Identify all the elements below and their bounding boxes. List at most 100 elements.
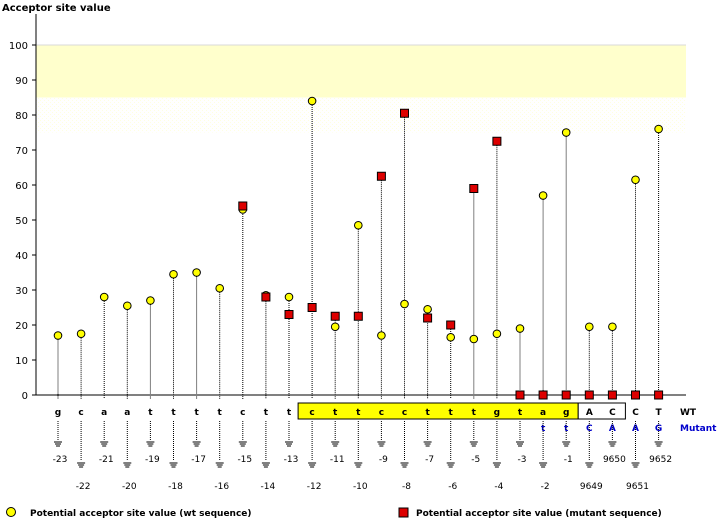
position-label: -19	[145, 455, 160, 465]
wt-point	[215, 283, 224, 293]
mutated-region-box	[297, 402, 579, 420]
y-axis: 0 10 20 30 40 50 60 70 80 90 100	[9, 14, 37, 402]
wt-base: t	[218, 408, 223, 418]
mutant-point	[261, 292, 271, 302]
wt-base: g	[55, 408, 61, 418]
wt-base: c	[402, 408, 407, 418]
wt-point	[446, 332, 456, 342]
mutant-point	[307, 303, 317, 312]
position-label: -6	[448, 482, 457, 492]
wt-point	[354, 220, 363, 230]
position-label: -9	[379, 455, 388, 465]
y-tick-label: 0	[22, 391, 28, 402]
position-label: -7	[425, 455, 434, 465]
wt-base: t	[148, 408, 153, 418]
mutant-point	[631, 390, 640, 400]
y-tick-label: 70	[15, 146, 28, 157]
wt-base: T	[656, 408, 663, 418]
wt-point	[423, 304, 432, 314]
highlight-band-dotted	[36, 97, 686, 133]
sequence-track: gcaattttcttcttcctttgtatgtACCACATGWTMutan…	[55, 402, 717, 434]
stems	[57, 101, 660, 399]
position-label: -3	[518, 455, 527, 465]
mutant-point	[584, 390, 594, 400]
wt-row-label: WT	[680, 408, 697, 418]
position-label: 9652	[649, 455, 672, 465]
wt-base: a	[540, 408, 546, 418]
wt-point	[76, 329, 86, 339]
wt-point	[99, 292, 109, 302]
wt-base: t	[472, 408, 477, 418]
y-tick-label: 80	[15, 111, 28, 122]
wt-base: c	[379, 408, 384, 418]
wt-point	[123, 301, 132, 311]
wt-point	[192, 268, 201, 277]
mutant-point	[469, 184, 479, 193]
position-label: -1	[564, 455, 573, 465]
wt-point	[585, 322, 594, 332]
position-label: -17	[191, 455, 206, 465]
wt-point	[469, 334, 479, 344]
wt-point	[330, 322, 340, 332]
mutant-point	[515, 390, 525, 400]
mutant-point	[400, 108, 409, 118]
wt-base: t	[287, 408, 292, 418]
position-label: -21	[99, 455, 114, 465]
position-label: -8	[402, 482, 411, 492]
legend-wt-marker	[6, 507, 16, 517]
y-axis-title: Acceptor site value	[2, 3, 111, 14]
wt-base: C	[609, 408, 616, 418]
y-tick-label: 50	[15, 216, 28, 227]
highlight-band-solid	[36, 45, 686, 98]
wt-point	[631, 175, 640, 185]
position-label: 9649	[580, 482, 603, 492]
position-label: -12	[307, 482, 322, 492]
position-label: 9651	[626, 482, 649, 492]
reference-lines	[36, 44, 686, 396]
wt-base: c	[78, 408, 83, 418]
wt-base: t	[264, 408, 269, 418]
mutant-point	[654, 390, 664, 400]
legend-mutant-label: Potential acceptor site value (mutant se…	[416, 509, 662, 519]
wt-base: g	[563, 408, 569, 418]
position-label: -22	[76, 482, 91, 492]
position-label: -15	[237, 455, 252, 465]
wt-point	[169, 269, 178, 279]
position-label: -20	[122, 482, 137, 492]
position-label: -5	[471, 455, 480, 465]
y-tick-label: 10	[15, 356, 28, 367]
y-tick-label: 30	[15, 286, 28, 297]
highlight-band-layer	[36, 45, 686, 133]
wt-base: c	[240, 408, 245, 418]
wt-base: g	[494, 408, 500, 418]
position-label: -14	[261, 482, 276, 492]
y-tick-label: 20	[15, 321, 28, 332]
wt-base: t	[356, 408, 361, 418]
position-label: -11	[330, 455, 345, 465]
y-tick-label: 90	[15, 76, 28, 87]
wt-point	[307, 96, 317, 106]
wt-base: a	[124, 408, 130, 418]
y-tick-label: 100	[9, 41, 28, 52]
wt-base: t	[518, 408, 523, 418]
wt-point	[608, 322, 617, 332]
position-markers: -23 -22 -21 -20 -19 -18 -17 -16 -15 -14 -13 -12 -11 -…	[53, 421, 672, 492]
wt-base: t	[449, 408, 454, 418]
wt-point	[53, 331, 63, 340]
wt-point	[561, 128, 571, 137]
mutant-point	[561, 390, 571, 400]
wt-point	[538, 191, 548, 200]
mutant-point	[353, 311, 363, 321]
wt-point	[400, 299, 409, 309]
wt-point	[492, 329, 502, 339]
legend: Potential acceptor site value (wt sequen…	[6, 507, 662, 519]
y-tick-label: 60	[15, 181, 28, 192]
position-label: -16	[214, 482, 229, 492]
wt-point	[284, 292, 294, 302]
mutant-series	[238, 108, 664, 400]
position-label: 9650	[603, 455, 626, 465]
position-label: -13	[284, 455, 299, 465]
mutant-point	[330, 311, 340, 321]
wt-base: A	[586, 408, 593, 418]
wt-base: t	[194, 408, 199, 418]
